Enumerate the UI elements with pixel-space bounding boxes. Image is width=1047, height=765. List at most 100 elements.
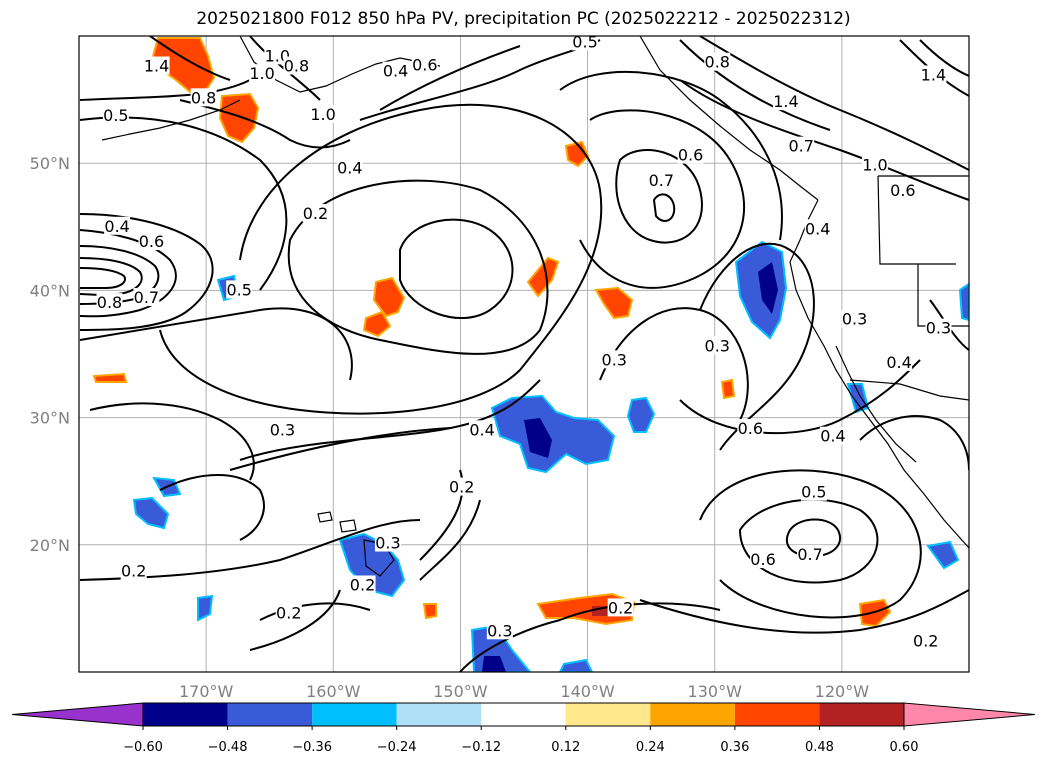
contour-0.2-west [287,179,549,355]
precip-neg-5 [132,496,170,530]
hawaii-oahu [317,511,333,523]
contour-0.5-west-lobe [79,213,214,331]
contour-label-bg [804,219,831,238]
contour-label: 0.2 [913,631,938,650]
contour-label-bg [800,482,827,501]
precip-pos-6 [362,310,392,338]
contour-label: 0.6 [678,146,703,165]
colorbar-segment [565,703,651,726]
contour-label-bg [572,32,599,51]
contour-label: 0.4 [469,420,494,439]
colorbar-segment [396,703,482,726]
contour-label-bg [143,56,170,75]
contour-label-bg [120,561,147,580]
contour-0.2-s3 [419,499,481,581]
contour-0.3-sw [89,402,255,481]
contour-label: 1.4 [144,57,169,76]
contour-label: 0.2 [350,576,375,595]
north-america-coast [789,199,969,549]
colorbar-outline [142,702,905,727]
colorbar: −0.60 −0.48 −0.36 −0.24 −0.12 0.12 0.24 0.36 0.4… [11,702,1036,755]
contour-label-bg [841,309,868,328]
contour-labels: 0.50.81.41.01.0 0.8 0.4 0.60.80.5 1.01.40.70… [96,32,952,650]
contour-label: 1.4 [773,92,798,111]
contour-label-bg [283,56,310,75]
contour-1.0-ne [679,79,969,201]
contour-0.7-west-lobe [79,257,143,296]
latitude-labels: 50°N 40°N 30°N 20°N [30,154,70,555]
contour-label-bg [275,603,302,622]
contour-label-bg [912,631,939,650]
contour-0.2-central [399,218,514,319]
contour-label-bg [925,318,952,337]
contour-label: 0.4 [886,353,911,372]
contour-label: 0.3 [842,310,867,329]
contour-0.4-outer [159,103,603,415]
contour-label-bg [819,426,846,445]
map-title: 2025021800 F012 850 hPa PV, precipitatio… [196,9,851,29]
precip-neg-2 [490,394,616,474]
lon-tick-label: 160°W [306,682,361,701]
precip-pos-12 [422,603,437,620]
contour-0.2-south2 [249,589,341,651]
contour-0.3-mid [79,307,353,381]
contour-label: 0.3 [926,319,951,338]
contour-label: 1.4 [921,65,946,84]
contour-label: 0.3 [487,621,512,640]
colorbar-segment [819,703,904,726]
contour-label: 0.6 [750,550,775,569]
hawaii-maui [339,519,357,533]
contour-label: 0.4 [337,158,362,177]
colorbar-tick-label: −0.36 [292,740,332,755]
contour-0.7-south [785,518,841,558]
contour-label-bg [102,106,129,125]
contour-label: 0.7 [797,545,822,564]
contour-label: 1.0 [249,64,274,83]
contour-label-bg [382,61,409,80]
contour-label-bg [226,280,253,299]
contour-label: 1.0 [310,105,335,124]
contour-label-bg [469,420,496,439]
contour-label-bg [648,171,675,190]
contour-label-bg [448,477,475,496]
contour-label-bg [889,181,916,200]
contour-label: 0.2 [303,204,328,223]
contour-ne-corner2 [919,39,969,77]
colorbar-tick-label: 0.12 [551,740,580,755]
state-border-1 [877,175,956,265]
contour-0.5 [79,116,288,291]
precip-neg-8-core [482,656,506,672]
contour-label-bg [737,419,764,438]
colorbar-tick-label: 0.36 [720,740,749,755]
contour-label: 0.8 [705,53,730,72]
contour-label-bg [750,550,777,569]
contour-label-bg [96,293,123,312]
contour-label: 0.4 [805,219,830,238]
contour-label: 0.3 [705,336,730,355]
lat-tick-label: 40°N [30,281,70,300]
contour-label: 0.4 [104,217,129,236]
contour-label-bg [269,420,296,439]
contour-label: 0.7 [649,171,674,190]
colorbar-segment [143,703,228,726]
contour-label: 0.7 [788,137,813,156]
colorbar-segment [481,703,566,726]
baja-california [835,345,917,463]
contour-0.6-south [738,498,879,584]
colorbar-extend-max [903,702,1036,727]
contour-1.4-ne [699,36,969,171]
contour-label: 0.8 [191,88,216,107]
contour-0.4-west-lobe [79,229,177,318]
precip-neg-2-core [524,418,552,458]
contour-label-bg [104,216,131,235]
contour-label: 0.5 [572,32,597,51]
contour-0.2-far-south [259,602,371,621]
lon-tick-label: 170°W [179,682,234,701]
precip-pos-5 [372,276,406,318]
contour-label-bg [704,52,731,71]
contour-0.7-ring [615,149,703,244]
contour-0.3-bottom [459,619,561,672]
contour-label: 0.6 [890,181,915,200]
contour-label: 0.3 [270,420,295,439]
contour-0.2-bottom [559,602,721,621]
